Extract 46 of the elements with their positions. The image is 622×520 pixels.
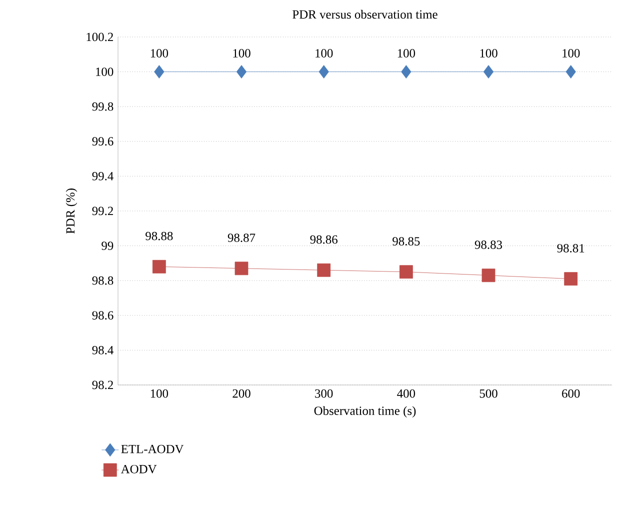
x-tick-label: 200 [232, 389, 250, 398]
data-label: 98.87 [228, 234, 256, 242]
point [317, 263, 331, 277]
y-tick-label: 98.2 [92, 380, 113, 390]
data-label: 100 [150, 49, 168, 58]
legend-label: ETL-AODV [121, 444, 184, 454]
y-tick-label: 99.6 [92, 137, 114, 146]
x-tick-label: 300 [315, 389, 333, 398]
point [566, 65, 576, 78]
y-tick-label: 98.8 [92, 276, 114, 285]
legend-label: AODV [120, 464, 157, 474]
y-tick-label: 98.6 [92, 311, 114, 320]
data-label: 100 [316, 49, 333, 58]
data-label: 100 [480, 49, 498, 58]
data-label: 98.81 [557, 244, 584, 252]
point [154, 65, 164, 78]
x-tick-label: 100 [150, 389, 168, 398]
y-tick-label: 99.8 [92, 102, 114, 111]
point [482, 268, 496, 282]
point [318, 65, 329, 78]
y-axis-title: PDR (%) [66, 188, 78, 234]
y-tick-label: 100.2 [86, 32, 113, 42]
data-label: 98.83 [474, 240, 502, 250]
y-tick-label: 100 [96, 68, 114, 76]
point [564, 272, 578, 286]
point [399, 265, 413, 279]
y-tick-label: 98.4 [92, 346, 114, 354]
y-tick-label: 99 [102, 242, 114, 250]
x-axis-title: Observation time (s) [314, 406, 416, 418]
data-label: 98.88 [146, 232, 173, 240]
point [234, 262, 248, 276]
x-tick-label: 400 [397, 389, 416, 398]
y-tick-label: 99.4 [92, 172, 114, 180]
point [483, 65, 494, 78]
point [236, 65, 247, 78]
y-tick-label: 99.2 [92, 206, 113, 216]
data-label: 100 [233, 49, 250, 58]
point [152, 260, 166, 274]
x-tick-label: 600 [562, 389, 580, 398]
x-tick-label: 500 [480, 389, 498, 398]
chart-title: PDR versus observation time [292, 10, 438, 19]
data-label: 98.86 [310, 235, 338, 244]
point [401, 65, 412, 78]
data-label: 98.85 [392, 237, 420, 246]
data-label: 100 [562, 49, 580, 58]
data-label: 100 [398, 49, 416, 58]
